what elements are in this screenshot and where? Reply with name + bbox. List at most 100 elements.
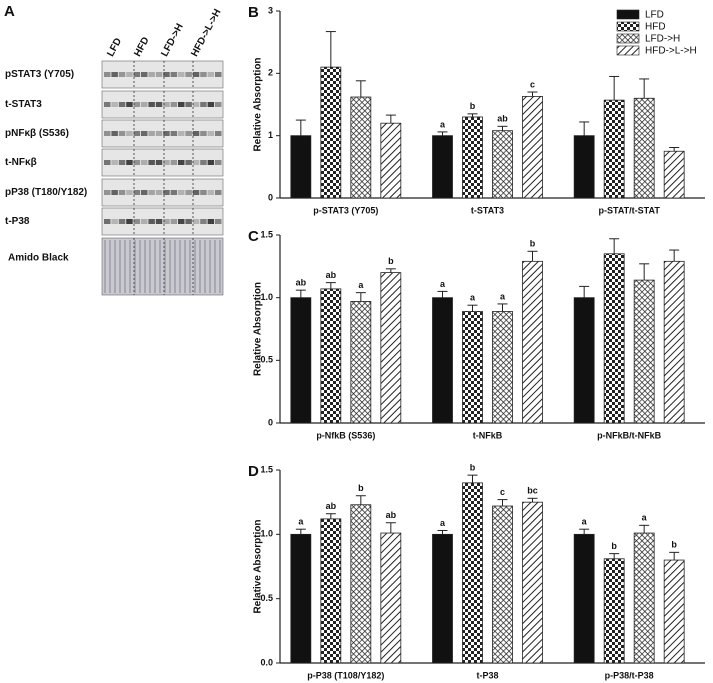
blot-band — [133, 131, 141, 136]
y-tick-label: 1.5 — [260, 464, 273, 474]
legend-label: LFD — [645, 10, 664, 21]
blot-band — [155, 160, 163, 165]
blot-band — [118, 160, 126, 165]
bar — [663, 150, 685, 199]
y-tick-label: 0.5 — [260, 355, 273, 365]
blot-band — [111, 190, 118, 195]
row-label: pSTAT3 (Y705) — [5, 69, 74, 80]
x-tick-label: t-P38 — [476, 670, 498, 680]
bar — [290, 135, 312, 199]
bar — [633, 279, 655, 424]
bar — [573, 135, 595, 199]
blot-band — [200, 72, 207, 77]
significance-label: c — [500, 487, 505, 497]
legend-swatch — [616, 33, 640, 44]
blot-band — [207, 102, 215, 107]
bar — [350, 96, 372, 199]
bar — [462, 311, 483, 424]
x-tick-label: p-P38 (T108/Y182) — [307, 670, 384, 680]
significance-label: a — [440, 279, 446, 289]
blot-band — [163, 72, 170, 77]
blot-band — [111, 72, 118, 77]
panel-label: C — [248, 228, 259, 245]
y-tick-label: 0.0 — [260, 657, 273, 667]
y-tick-label: 2 — [268, 68, 273, 78]
bar — [462, 116, 483, 199]
blot-band — [163, 131, 170, 136]
blot-band — [215, 131, 222, 136]
bar — [603, 253, 625, 424]
blot-band — [148, 102, 155, 107]
blot-band — [111, 102, 118, 107]
blot-band — [141, 190, 148, 195]
significance-label: b — [530, 239, 536, 249]
blot-band — [126, 72, 133, 77]
y-axis-label: Relative Absorption — [253, 282, 264, 376]
bar — [603, 99, 625, 199]
blot-band — [178, 102, 185, 107]
x-tick-label: p-STAT3 (Y705) — [313, 205, 378, 215]
bar — [290, 533, 312, 664]
blot-band — [178, 131, 185, 136]
lane-label: LFD — [105, 36, 124, 58]
bar — [320, 518, 342, 664]
blot-band — [163, 102, 170, 107]
blot-band — [192, 190, 200, 195]
significance-label: c — [530, 79, 535, 89]
row-label: pP38 (T180/Y182) — [5, 187, 87, 198]
panel-label: B — [248, 4, 259, 21]
blot-band — [200, 219, 207, 224]
blot-band — [185, 219, 192, 224]
blot-band — [118, 72, 126, 77]
blot-band — [192, 160, 200, 165]
blot-band — [185, 102, 192, 107]
significance-label: a — [582, 517, 588, 527]
bar — [380, 122, 402, 199]
y-tick-label: 1.0 — [260, 292, 273, 302]
y-tick-label: 0 — [268, 417, 273, 427]
legend-label: HFD — [645, 22, 666, 33]
bar — [663, 260, 685, 424]
bar — [380, 272, 402, 424]
bar — [492, 505, 513, 664]
blot-band — [126, 190, 133, 195]
blot-band — [200, 131, 207, 136]
blot-band — [155, 219, 163, 224]
blot-band — [126, 131, 133, 136]
row-label: t-STAT3 — [5, 99, 42, 110]
significance-label: ab — [326, 270, 337, 280]
blot-band — [207, 131, 215, 136]
legend-swatch — [616, 21, 640, 32]
x-tick-label: p-NfkB (S536) — [316, 430, 375, 440]
y-tick-label: 0.5 — [260, 593, 273, 603]
blot-band — [192, 131, 200, 136]
significance-label: a — [500, 291, 506, 301]
blot-frame — [101, 60, 224, 89]
blot-band — [111, 131, 118, 136]
blot-band — [170, 102, 178, 107]
blot-band — [118, 190, 126, 195]
blot-band — [170, 160, 178, 165]
blot-band — [185, 190, 192, 195]
blot-band — [111, 160, 118, 165]
blot-band — [170, 131, 178, 136]
blot-band — [185, 131, 192, 136]
y-axis-label: Relative Absorption — [253, 57, 264, 151]
blot-frame — [101, 178, 224, 207]
blot-band — [104, 160, 111, 165]
blot-band — [133, 190, 141, 195]
blot-band — [104, 190, 111, 195]
bar — [432, 135, 453, 199]
blot-band — [148, 131, 155, 136]
blot-band — [141, 72, 148, 77]
blot-band — [215, 219, 222, 224]
blot-band — [200, 102, 207, 107]
bar — [522, 501, 543, 664]
bar — [522, 260, 543, 424]
significance-label: b — [358, 483, 364, 493]
bar — [573, 297, 595, 424]
blot-band — [207, 160, 215, 165]
blot-band — [163, 190, 170, 195]
blot-band — [155, 72, 163, 77]
legend-swatch — [616, 9, 640, 20]
